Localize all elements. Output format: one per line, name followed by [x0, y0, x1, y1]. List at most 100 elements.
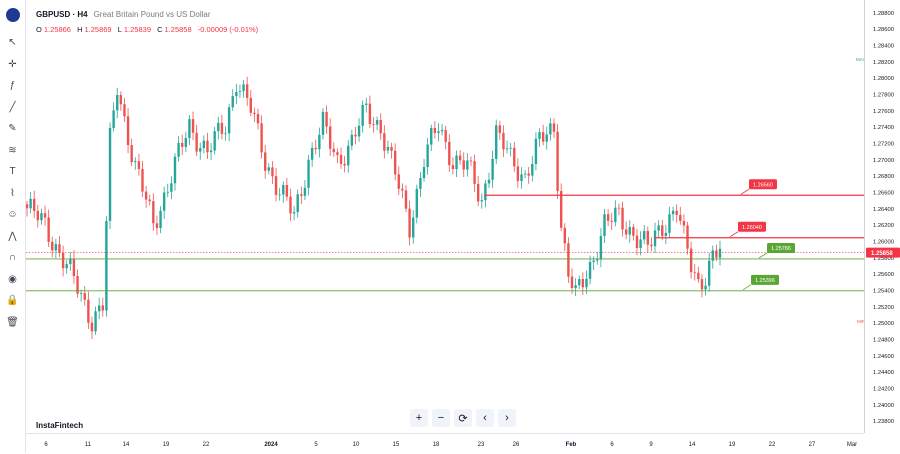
- pattern-icon[interactable]: ⋀: [8, 230, 17, 242]
- candle-body: [40, 213, 43, 221]
- price-tick-label: 1.25600: [873, 272, 894, 278]
- candle-body: [444, 130, 447, 142]
- chart-plot-area[interactable]: MAX MIN 1.26560 1.26040 1.25786 1.25396: [26, 0, 864, 433]
- price-axis[interactable]: 1.28800 1.28600 1.28400 1.28200 1.28000 1.278…: [864, 0, 900, 433]
- candle-body: [256, 114, 260, 124]
- level-badge: [749, 179, 777, 190]
- level-callout-line: [729, 231, 739, 238]
- cursor-icon[interactable]: ↖: [8, 37, 17, 48]
- candle-body: [253, 112, 256, 115]
- candle-body: [29, 198, 32, 209]
- candle-body: [368, 103, 372, 125]
- candle-body: [578, 279, 581, 286]
- zoom-in-button[interactable]: +: [410, 409, 428, 427]
- candle-body: [90, 322, 94, 332]
- candle-body: [621, 207, 624, 230]
- ohlc-legend: O 1.25866 H 1.25869 L 1.25839 C 1.25858 -0.0…: [36, 25, 262, 34]
- scroll-left-button[interactable]: ‹: [476, 409, 494, 427]
- fib-icon[interactable]: ≋: [8, 144, 17, 156]
- candle-body: [715, 250, 718, 258]
- candle-body: [516, 166, 520, 182]
- candle-body: [397, 174, 400, 189]
- lock-icon[interactable]: 🔒: [6, 295, 19, 306]
- candle-body: [415, 188, 419, 218]
- candle-body: [502, 132, 505, 150]
- candle-body: [209, 150, 213, 153]
- text-icon[interactable]: T: [9, 166, 16, 177]
- candle-body: [213, 131, 216, 151]
- candle-body: [314, 147, 317, 150]
- candle-body: [278, 194, 281, 196]
- eye-icon[interactable]: ◉: [8, 273, 17, 285]
- price-tick-label: 1.27800: [873, 92, 894, 98]
- candle-body: [336, 152, 339, 155]
- symbol-label[interactable]: GBPUSD · H4: [36, 10, 88, 19]
- candle-body: [83, 293, 86, 300]
- candle-body: [354, 134, 357, 137]
- candle-body: [166, 191, 169, 193]
- candle-body: [635, 235, 639, 249]
- price-tick-label: 1.26000: [873, 240, 894, 246]
- level-callout-line: [742, 284, 752, 291]
- ohlc-close-value: 1.25858: [164, 25, 192, 34]
- price-tick-label: 1.28000: [873, 76, 894, 82]
- candle-body: [126, 116, 130, 146]
- time-axis[interactable]: 6 11 14 19 22 2024 5 10 15 18 23 26 Feb 6 9 14 19 22 27 Mar: [26, 433, 864, 454]
- candle-body: [206, 140, 209, 153]
- fx-icon[interactable]: ƒ: [9, 80, 16, 91]
- candle-body: [170, 183, 173, 192]
- candle-body: [141, 168, 144, 192]
- candle-body: [624, 229, 628, 235]
- candle-body: [339, 154, 343, 164]
- reset-button[interactable]: ⟳: [454, 409, 472, 427]
- trendline-icon[interactable]: ╱: [9, 101, 16, 113]
- scroll-right-button[interactable]: ›: [498, 409, 516, 427]
- magnet-icon[interactable]: ∩: [8, 252, 17, 263]
- candle-body: [202, 140, 206, 149]
- candle-body: [661, 225, 664, 237]
- pen-icon[interactable]: ✎: [8, 123, 17, 134]
- brush-icon[interactable]: ⌇: [10, 187, 15, 199]
- candle-body: [328, 126, 332, 149]
- candle-body: [700, 279, 704, 290]
- candle-body: [155, 223, 159, 228]
- candle-body: [527, 173, 530, 176]
- candle-body: [451, 165, 455, 170]
- candle-body: [657, 225, 660, 231]
- flag-icon[interactable]: [6, 8, 20, 22]
- current-price-label: 1.25858: [871, 251, 893, 257]
- candle-body: [94, 311, 97, 332]
- candle-body: [54, 244, 58, 251]
- price-tick-label: 1.27200: [873, 141, 894, 147]
- ohlc-high-value: 1.25869: [84, 25, 112, 34]
- emoji-icon[interactable]: ☺: [7, 209, 18, 220]
- candle-body: [581, 279, 585, 288]
- ohlc-low-key: L: [117, 25, 122, 34]
- candle-body: [227, 107, 231, 134]
- candle-body: [76, 275, 79, 294]
- candle-body: [679, 214, 682, 221]
- time-tick-label: 6: [44, 442, 48, 448]
- candle-body: [188, 119, 191, 139]
- ohlc-change: -0.00009 (-0.01%): [197, 25, 259, 34]
- candle-body: [545, 134, 548, 142]
- candle-body: [570, 276, 574, 288]
- candle-body: [101, 305, 104, 311]
- candle-body: [588, 261, 592, 279]
- candle-body: [184, 138, 188, 147]
- crosshair-icon[interactable]: ✛: [8, 58, 17, 70]
- zoom-out-button[interactable]: −: [432, 409, 450, 427]
- candle-body: [347, 145, 350, 166]
- price-tick-label: 1.26600: [873, 190, 894, 196]
- level-callout-line: [740, 188, 750, 195]
- time-tick-label: 6: [610, 442, 614, 448]
- candle-body: [498, 125, 502, 133]
- candle-body: [224, 133, 227, 135]
- time-tick-label: 19: [163, 442, 170, 448]
- trash-icon[interactable]: 🗑: [6, 316, 19, 328]
- time-tick-label: 22: [769, 442, 776, 448]
- ohlc-close-key: C: [157, 25, 163, 34]
- time-tick-label: 18: [433, 442, 440, 448]
- time-tick-label: 11: [85, 442, 92, 448]
- candle-body: [668, 214, 671, 233]
